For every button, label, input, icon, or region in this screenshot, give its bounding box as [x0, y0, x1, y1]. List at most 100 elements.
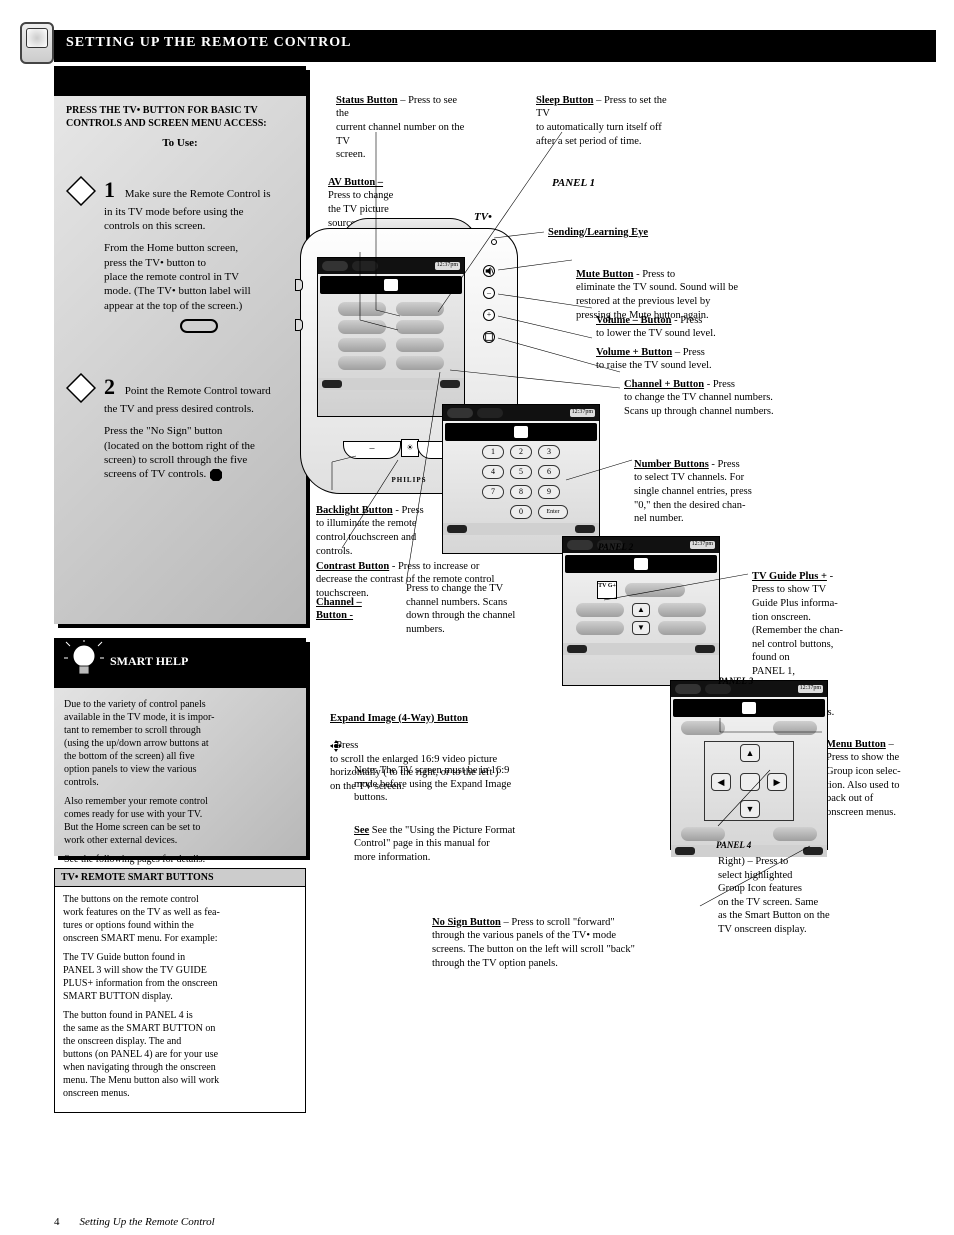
- footer-title: Setting Up the Remote Control: [80, 1215, 215, 1229]
- vol-minus-button[interactable]: –: [483, 287, 495, 299]
- label-sleep: Sleep Button – Press to set the TV to au…: [536, 80, 676, 148]
- infobox-p3: The button found in PANEL 4 is the same …: [63, 1009, 297, 1100]
- num-6[interactable]: 6: [538, 465, 560, 479]
- ch-plus-button[interactable]: [483, 331, 495, 343]
- page: SETTING UP THE REMOTE CONTROL PRESS THE …: [0, 0, 954, 1235]
- label-nosign: No Sign Button – Press to scroll "forwar…: [432, 902, 702, 970]
- pill-button-icon: [180, 319, 218, 333]
- vol-plus-button[interactable]: +: [483, 309, 495, 321]
- soft-button[interactable]: [338, 320, 386, 334]
- page-number: 4: [54, 1215, 60, 1229]
- enter-button[interactable]: Enter: [538, 505, 568, 519]
- num-9[interactable]: 9: [538, 485, 560, 499]
- cursor-pad: ▲ ▼ ◀ ▶: [704, 741, 794, 821]
- mute-button-icon[interactable]: [483, 265, 495, 277]
- num-2[interactable]: 2: [510, 445, 532, 459]
- label-numbers: Number Buttons - Press to select TV chan…: [634, 444, 794, 526]
- num-1[interactable]: 1: [482, 445, 504, 459]
- soft-button[interactable]: [658, 621, 706, 635]
- label-status: Status Button – Press to see the current…: [336, 80, 466, 162]
- sidebar-step1-b: From the Home button screen, press the T…: [104, 242, 251, 311]
- sidebar-step1-a: Make sure the Remote Control is in its T…: [104, 188, 270, 232]
- num-4[interactable]: 4: [482, 465, 504, 479]
- label-chanminus: Channel – Button -: [316, 582, 402, 623]
- hard-button-left-top[interactable]: [295, 279, 303, 291]
- tv-device-icon: [384, 279, 398, 291]
- page-footer: 4 Setting Up the Remote Control: [54, 1215, 930, 1229]
- cursor-up[interactable]: ▲: [740, 744, 760, 762]
- soft-button[interactable]: [681, 827, 725, 841]
- scroll-fwd-icon[interactable]: [440, 380, 460, 388]
- sidebar-step2-a: Point the Remote Control toward the TV a…: [104, 385, 271, 415]
- up-button[interactable]: ▲: [632, 603, 650, 617]
- panel1-label: PANEL 1: [552, 176, 595, 190]
- instruction-sidebar: PRESS THE TV• BUTTON FOR BASIC TV CONTRO…: [54, 66, 306, 624]
- smart-help-box: SMART HELP Due to the variety of control…: [54, 638, 306, 856]
- sidebar-heading: PRESS THE TV• BUTTON FOR BASIC TV CONTRO…: [66, 104, 294, 130]
- soft-button[interactable]: [773, 827, 817, 841]
- menu-soft-button[interactable]: [681, 721, 725, 735]
- num-5[interactable]: 5: [510, 465, 532, 479]
- header-title: SETTING UP THE REMOTE CONTROL: [66, 34, 351, 52]
- infobox-p2: The TV Guide button found in PANEL 3 wil…: [63, 951, 297, 1003]
- label-expand-note: Note: The TV screen must be in 16:9 mode…: [354, 764, 584, 805]
- num-7[interactable]: 7: [482, 485, 504, 499]
- num-3[interactable]: 3: [538, 445, 560, 459]
- soft-button[interactable]: [396, 302, 444, 316]
- header-device-icon: [20, 22, 54, 64]
- label-chanscan: Press to change the TV channel numbers. …: [406, 582, 546, 637]
- tipbox-title: SMART HELP: [110, 654, 188, 670]
- info-table: TV• REMOTE SMART BUTTONS The buttons on …: [54, 868, 306, 1113]
- soft-button[interactable]: [396, 338, 444, 352]
- fourway-icon: [330, 726, 342, 738]
- num-8[interactable]: 8: [510, 485, 532, 499]
- tvguide-button[interactable]: TV G+: [597, 581, 617, 599]
- tv-label: TV•: [474, 210, 492, 224]
- panel2-label: PANEL 2: [598, 542, 633, 554]
- hard-button-left-bot[interactable]: [295, 319, 303, 331]
- tip-body-2: Also remember your remote control comes …: [64, 795, 296, 847]
- soft-button[interactable]: [338, 302, 386, 316]
- soft-button[interactable]: [576, 621, 624, 635]
- infobox-title: TV• REMOTE SMART BUTTONS: [55, 869, 305, 887]
- cursor-left[interactable]: ◀: [711, 773, 731, 791]
- label-chplus: Channel + Button - Press to change the T…: [624, 364, 824, 419]
- down-button[interactable]: ▼: [632, 621, 650, 635]
- lightbulb-icon: [64, 640, 104, 686]
- home-up-icon: [352, 261, 378, 271]
- panel4-label: PANEL 4: [716, 840, 751, 852]
- num-0[interactable]: 0: [510, 505, 532, 519]
- cursor-down[interactable]: ▼: [740, 800, 760, 818]
- cursor-right[interactable]: ▶: [767, 773, 787, 791]
- cursor-ok[interactable]: [740, 773, 760, 791]
- learning-eye-icon: [491, 239, 497, 245]
- soft-button[interactable]: [338, 356, 386, 370]
- panel-4: 12:37pm ▲ ▼ ◀ ▶: [670, 680, 828, 850]
- tip-body-1: Due to the variety of control panels ava…: [64, 698, 296, 789]
- label-menu: Menu Button – Press to show the Group ic…: [826, 724, 936, 819]
- diamond-icon: [66, 373, 96, 403]
- no-sign-icon: [209, 468, 223, 482]
- bottom-left-button[interactable]: –: [343, 441, 401, 459]
- panel-3: 12:37pm TV G+ ▲ ▼: [562, 536, 720, 686]
- label-expand-see: See See the "Using the Picture Format Co…: [354, 810, 584, 865]
- scroll-back-icon[interactable]: [322, 380, 342, 388]
- soft-button[interactable]: [338, 338, 386, 352]
- panel-2: 12:37pm 1 2 3 4 5 6 7 8 9 0 Enter: [442, 404, 600, 554]
- no-sign-scroll-icon[interactable]: [803, 847, 823, 855]
- soft-button[interactable]: [396, 356, 444, 370]
- panel3-label: PANEL 3: [718, 676, 753, 688]
- soft-button[interactable]: [773, 721, 817, 735]
- soft-button[interactable]: [576, 603, 624, 617]
- sidebar-step2-b: Press the "No Sign" button (located on t…: [104, 425, 255, 480]
- tip-body-3: See the following pages for details.: [64, 853, 296, 866]
- diamond-icon: [66, 176, 96, 206]
- soft-button[interactable]: [658, 603, 706, 617]
- sidebar-sub: To Use:: [66, 136, 294, 150]
- remote-screen-panel1: 12:37pm: [317, 257, 465, 417]
- soft-button[interactable]: [396, 320, 444, 334]
- soft-button[interactable]: [625, 583, 685, 597]
- time-display: 12:37pm: [435, 262, 460, 270]
- infobox-p1: The buttons on the remote control work f…: [63, 893, 297, 945]
- label-eye: Sending/Learning Eye: [548, 226, 648, 240]
